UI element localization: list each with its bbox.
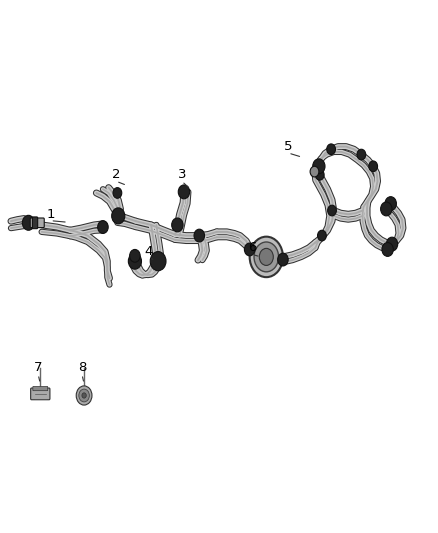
FancyBboxPatch shape <box>32 217 38 229</box>
Circle shape <box>22 215 35 230</box>
Circle shape <box>82 393 86 398</box>
Text: 4: 4 <box>145 245 153 258</box>
Circle shape <box>382 243 393 256</box>
Circle shape <box>112 208 125 224</box>
Circle shape <box>172 218 183 232</box>
FancyBboxPatch shape <box>30 218 44 228</box>
Circle shape <box>315 169 324 180</box>
Circle shape <box>357 149 366 160</box>
Circle shape <box>386 237 398 251</box>
Circle shape <box>369 161 378 172</box>
Circle shape <box>385 197 396 211</box>
Text: 3: 3 <box>177 168 186 181</box>
Circle shape <box>313 159 325 174</box>
Circle shape <box>250 237 283 277</box>
Circle shape <box>244 243 255 256</box>
Circle shape <box>79 389 89 402</box>
Text: 5: 5 <box>284 140 293 153</box>
Circle shape <box>128 253 141 269</box>
Circle shape <box>278 253 288 266</box>
Circle shape <box>150 252 166 271</box>
Circle shape <box>381 202 392 216</box>
Circle shape <box>130 249 140 262</box>
Circle shape <box>254 242 279 272</box>
Circle shape <box>194 229 205 242</box>
Text: 6: 6 <box>247 241 256 254</box>
Circle shape <box>328 205 336 216</box>
Circle shape <box>178 185 190 199</box>
Circle shape <box>259 248 273 265</box>
Text: 2: 2 <box>112 168 120 181</box>
Circle shape <box>98 221 108 233</box>
Circle shape <box>327 144 336 155</box>
Circle shape <box>310 166 319 177</box>
Text: 1: 1 <box>46 208 55 221</box>
Text: 8: 8 <box>78 361 86 374</box>
FancyBboxPatch shape <box>31 388 50 400</box>
Circle shape <box>76 386 92 405</box>
Circle shape <box>318 230 326 241</box>
FancyBboxPatch shape <box>33 386 48 391</box>
Text: 7: 7 <box>34 361 42 374</box>
Circle shape <box>113 188 122 198</box>
